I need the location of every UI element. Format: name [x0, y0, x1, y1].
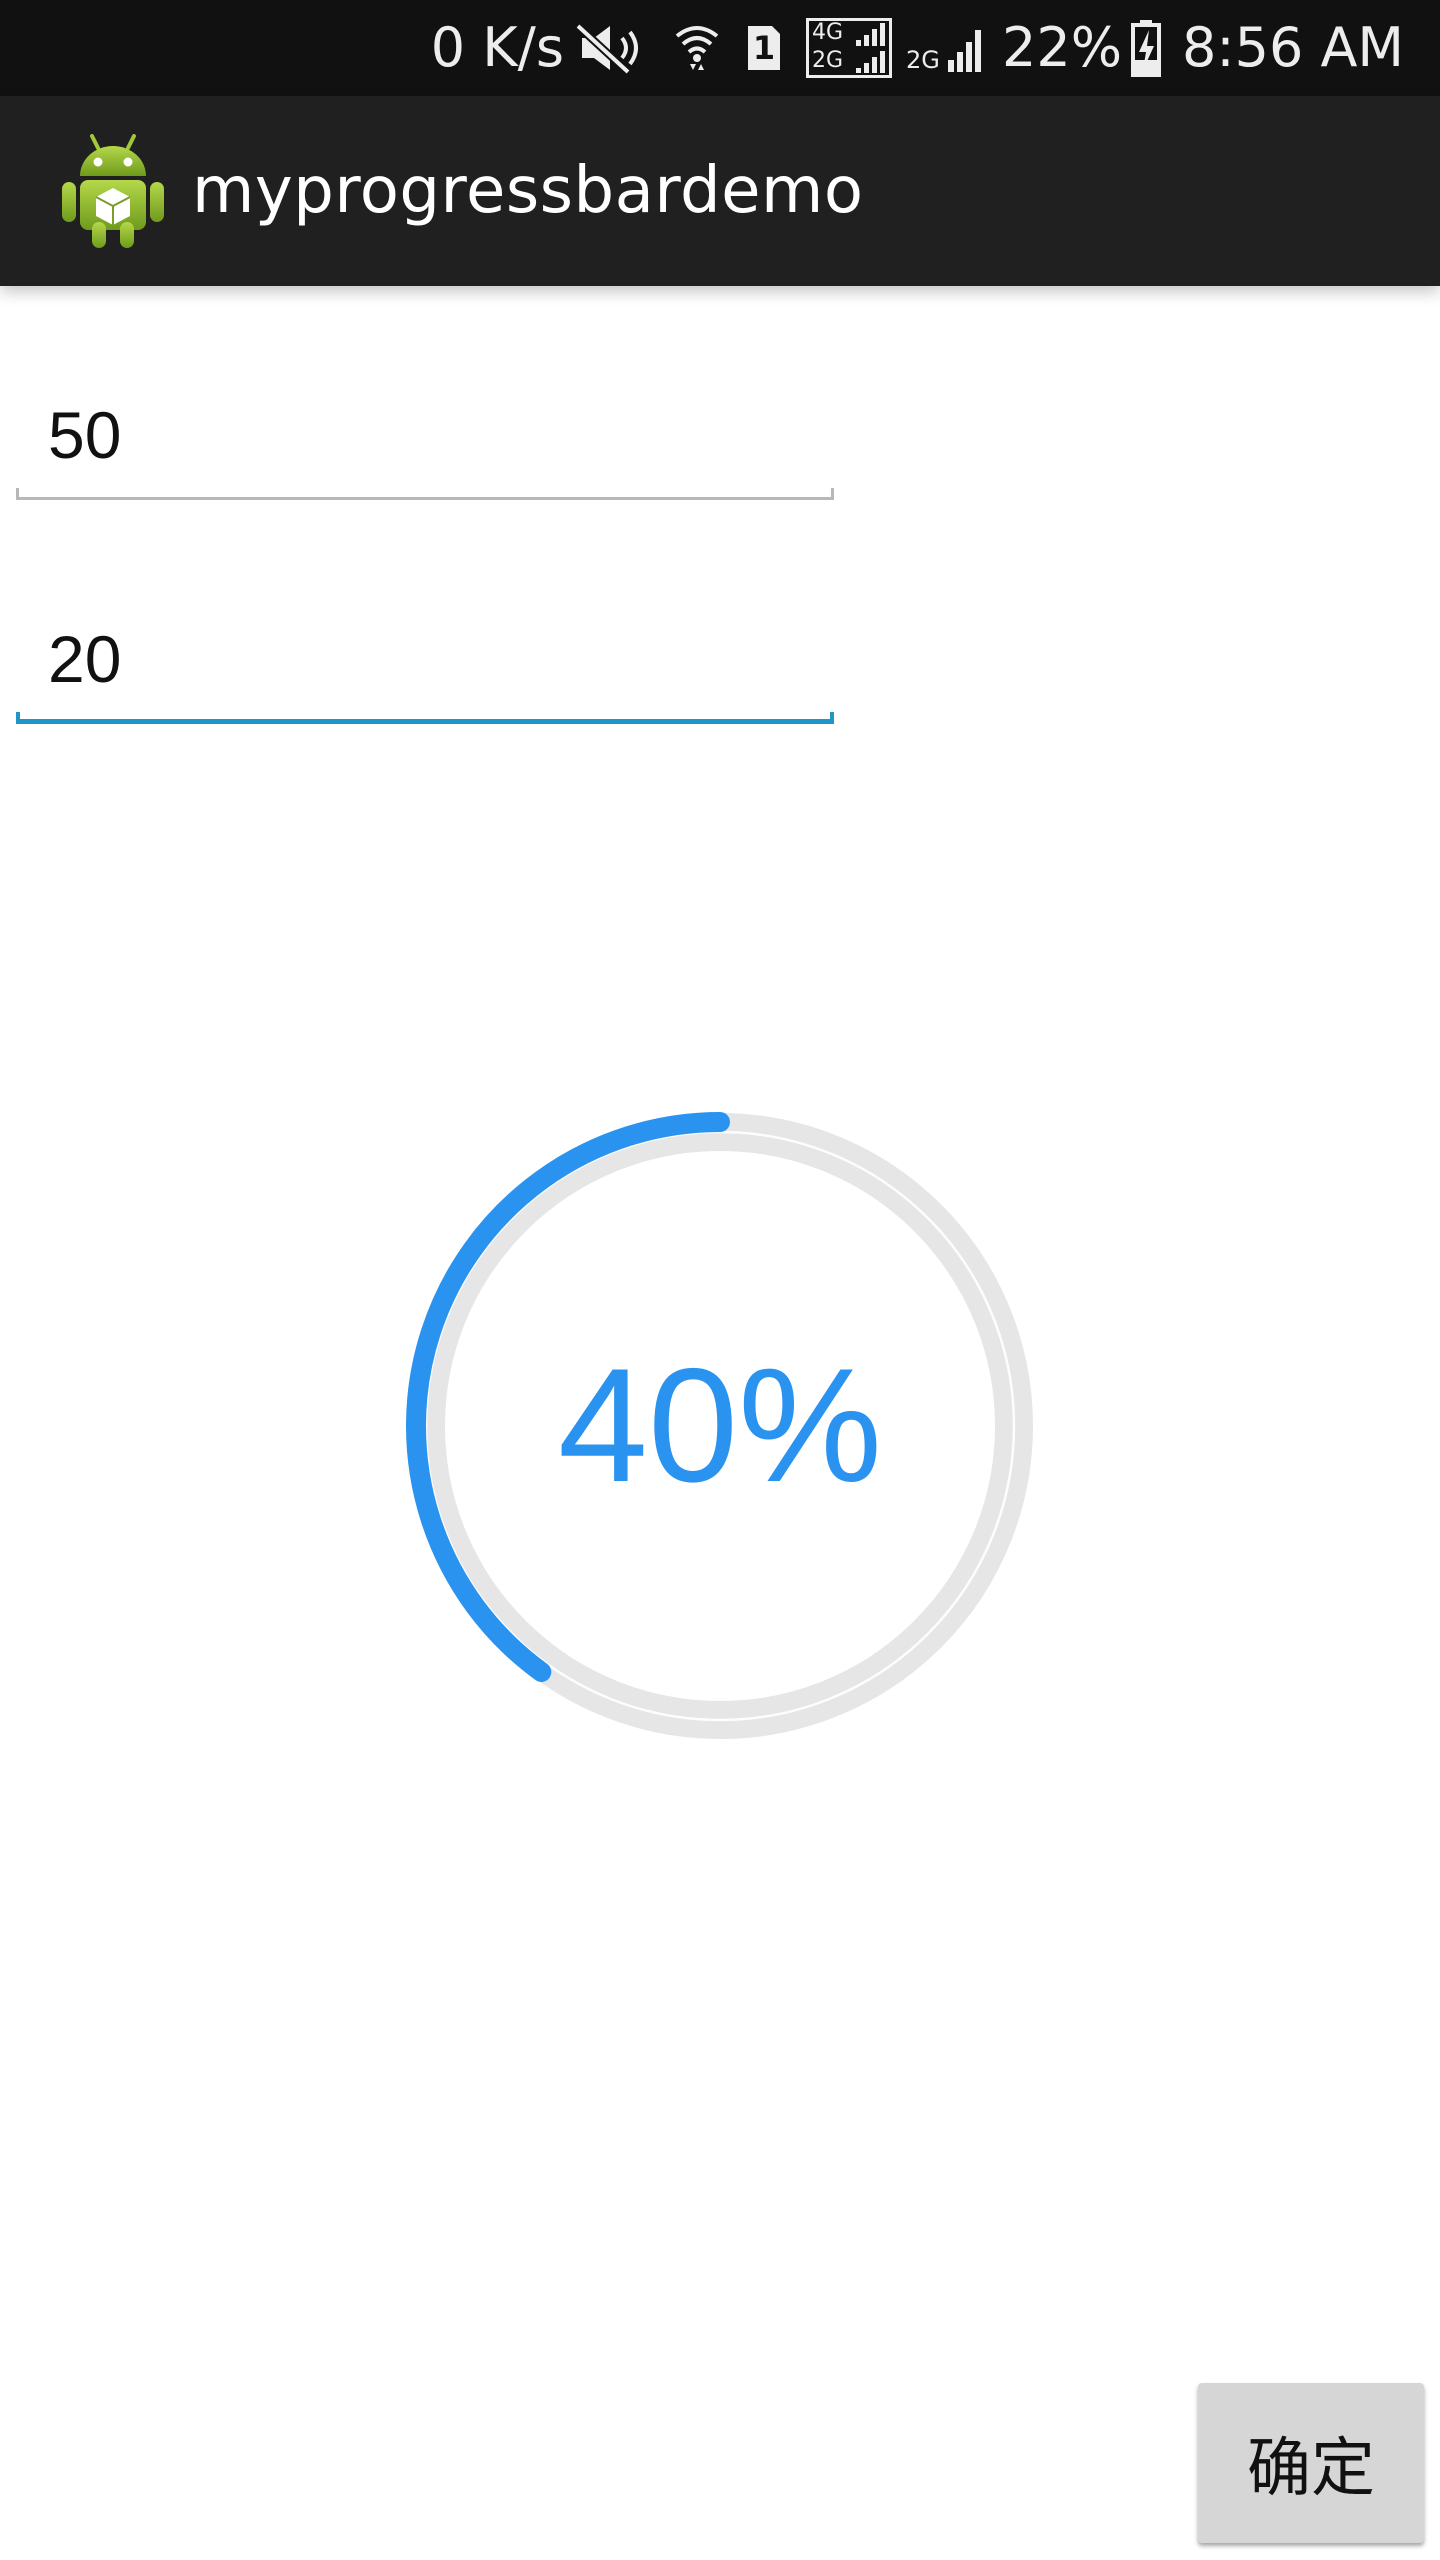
value-input-1-container — [16, 380, 834, 500]
network-type-top: 4G — [812, 20, 844, 45]
value-input-2[interactable] — [16, 604, 834, 714]
network-speed: 0 K/s — [430, 16, 564, 79]
network-type-bottom: 2G — [812, 48, 844, 73]
app-title: myprogressbardemo — [192, 154, 864, 228]
signal-2g-icon: 2G — [906, 20, 986, 76]
progress-percent-label: 40% — [557, 1335, 883, 1516]
mute-icon — [574, 20, 648, 76]
signal-4g-2g-icon: 4G 2G — [806, 18, 892, 78]
battery-percent: 22% — [1002, 16, 1123, 79]
action-bar: myprogressbardemo — [0, 96, 1440, 286]
input-underline-2 — [16, 712, 834, 724]
sim-icon: 1 — [744, 22, 784, 74]
circular-progress: 40% — [400, 1106, 1040, 1746]
status-items: 0 K/s — [431, 0, 1404, 96]
progress-arc — [406, 1112, 730, 1682]
value-input-1[interactable] — [16, 380, 834, 490]
battery-charging-icon — [1130, 18, 1162, 78]
status-bar: 0 K/s — [0, 0, 1440, 96]
clock: 8:56 AM — [1182, 16, 1404, 79]
wifi-icon — [674, 20, 720, 76]
input-underline-1 — [16, 488, 834, 500]
sim-badge: 1 — [752, 29, 776, 67]
value-input-2-container — [16, 604, 834, 724]
confirm-button[interactable]: 确定 — [1198, 2383, 1424, 2543]
network-type-2: 2G — [906, 46, 940, 74]
android-icon — [58, 132, 168, 250]
progress-ring — [406, 1112, 1033, 1739]
